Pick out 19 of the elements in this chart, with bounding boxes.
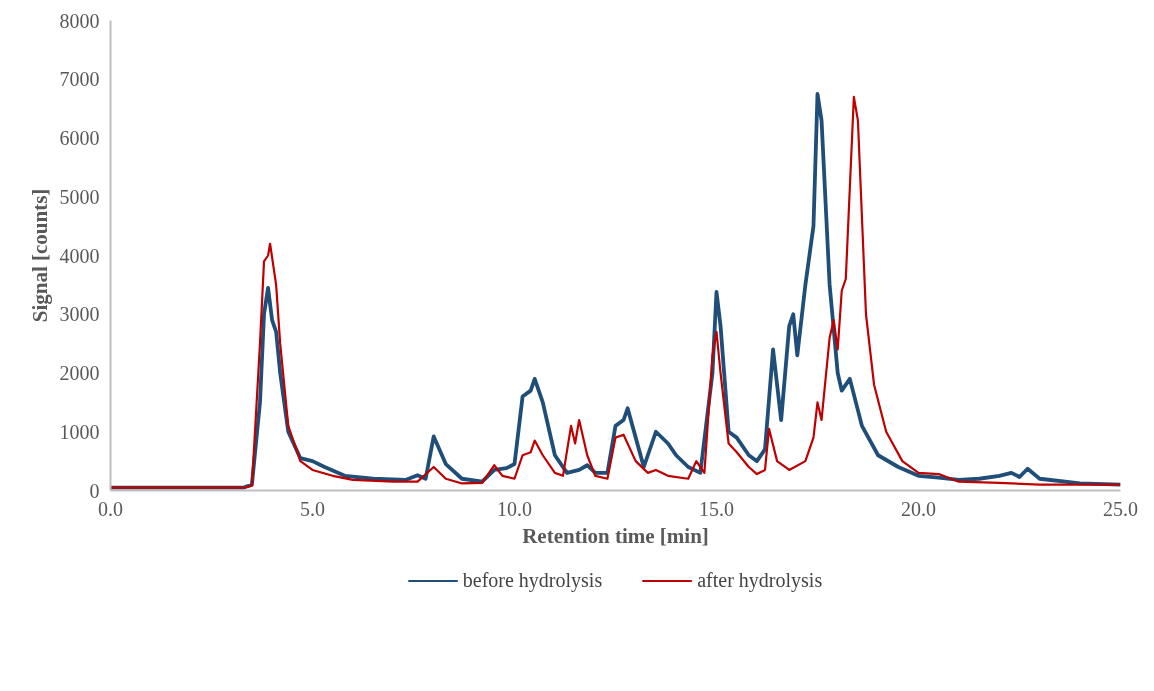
x-tick-label: 25.0: [1103, 497, 1138, 520]
y-tick-label: 2000: [59, 362, 100, 384]
x-tick-label: 5.0: [300, 497, 325, 520]
y-tick-label: 7000: [59, 68, 100, 91]
y-tick-label: 6000: [59, 127, 100, 149]
x-axis-title: Retention time [min]: [522, 523, 709, 548]
y-tick-label: 0: [89, 479, 100, 502]
legend-label: after hydrolysis: [697, 568, 823, 592]
x-tick-label: 10.0: [497, 497, 532, 520]
x-tick-label: 20.0: [901, 497, 936, 520]
y-tick-label: 5000: [59, 185, 100, 208]
y-axis-title: Signal [counts]: [27, 188, 52, 323]
y-tick-label: 4000: [59, 244, 100, 267]
y-tick-label: 8000: [59, 9, 100, 32]
x-tick-label: 15.0: [699, 497, 734, 520]
x-tick-label: 0.0: [98, 497, 123, 520]
legend-label: before hydrolysis: [462, 568, 603, 592]
y-tick-label: 1000: [59, 420, 100, 443]
y-tick-label: 3000: [59, 303, 100, 326]
